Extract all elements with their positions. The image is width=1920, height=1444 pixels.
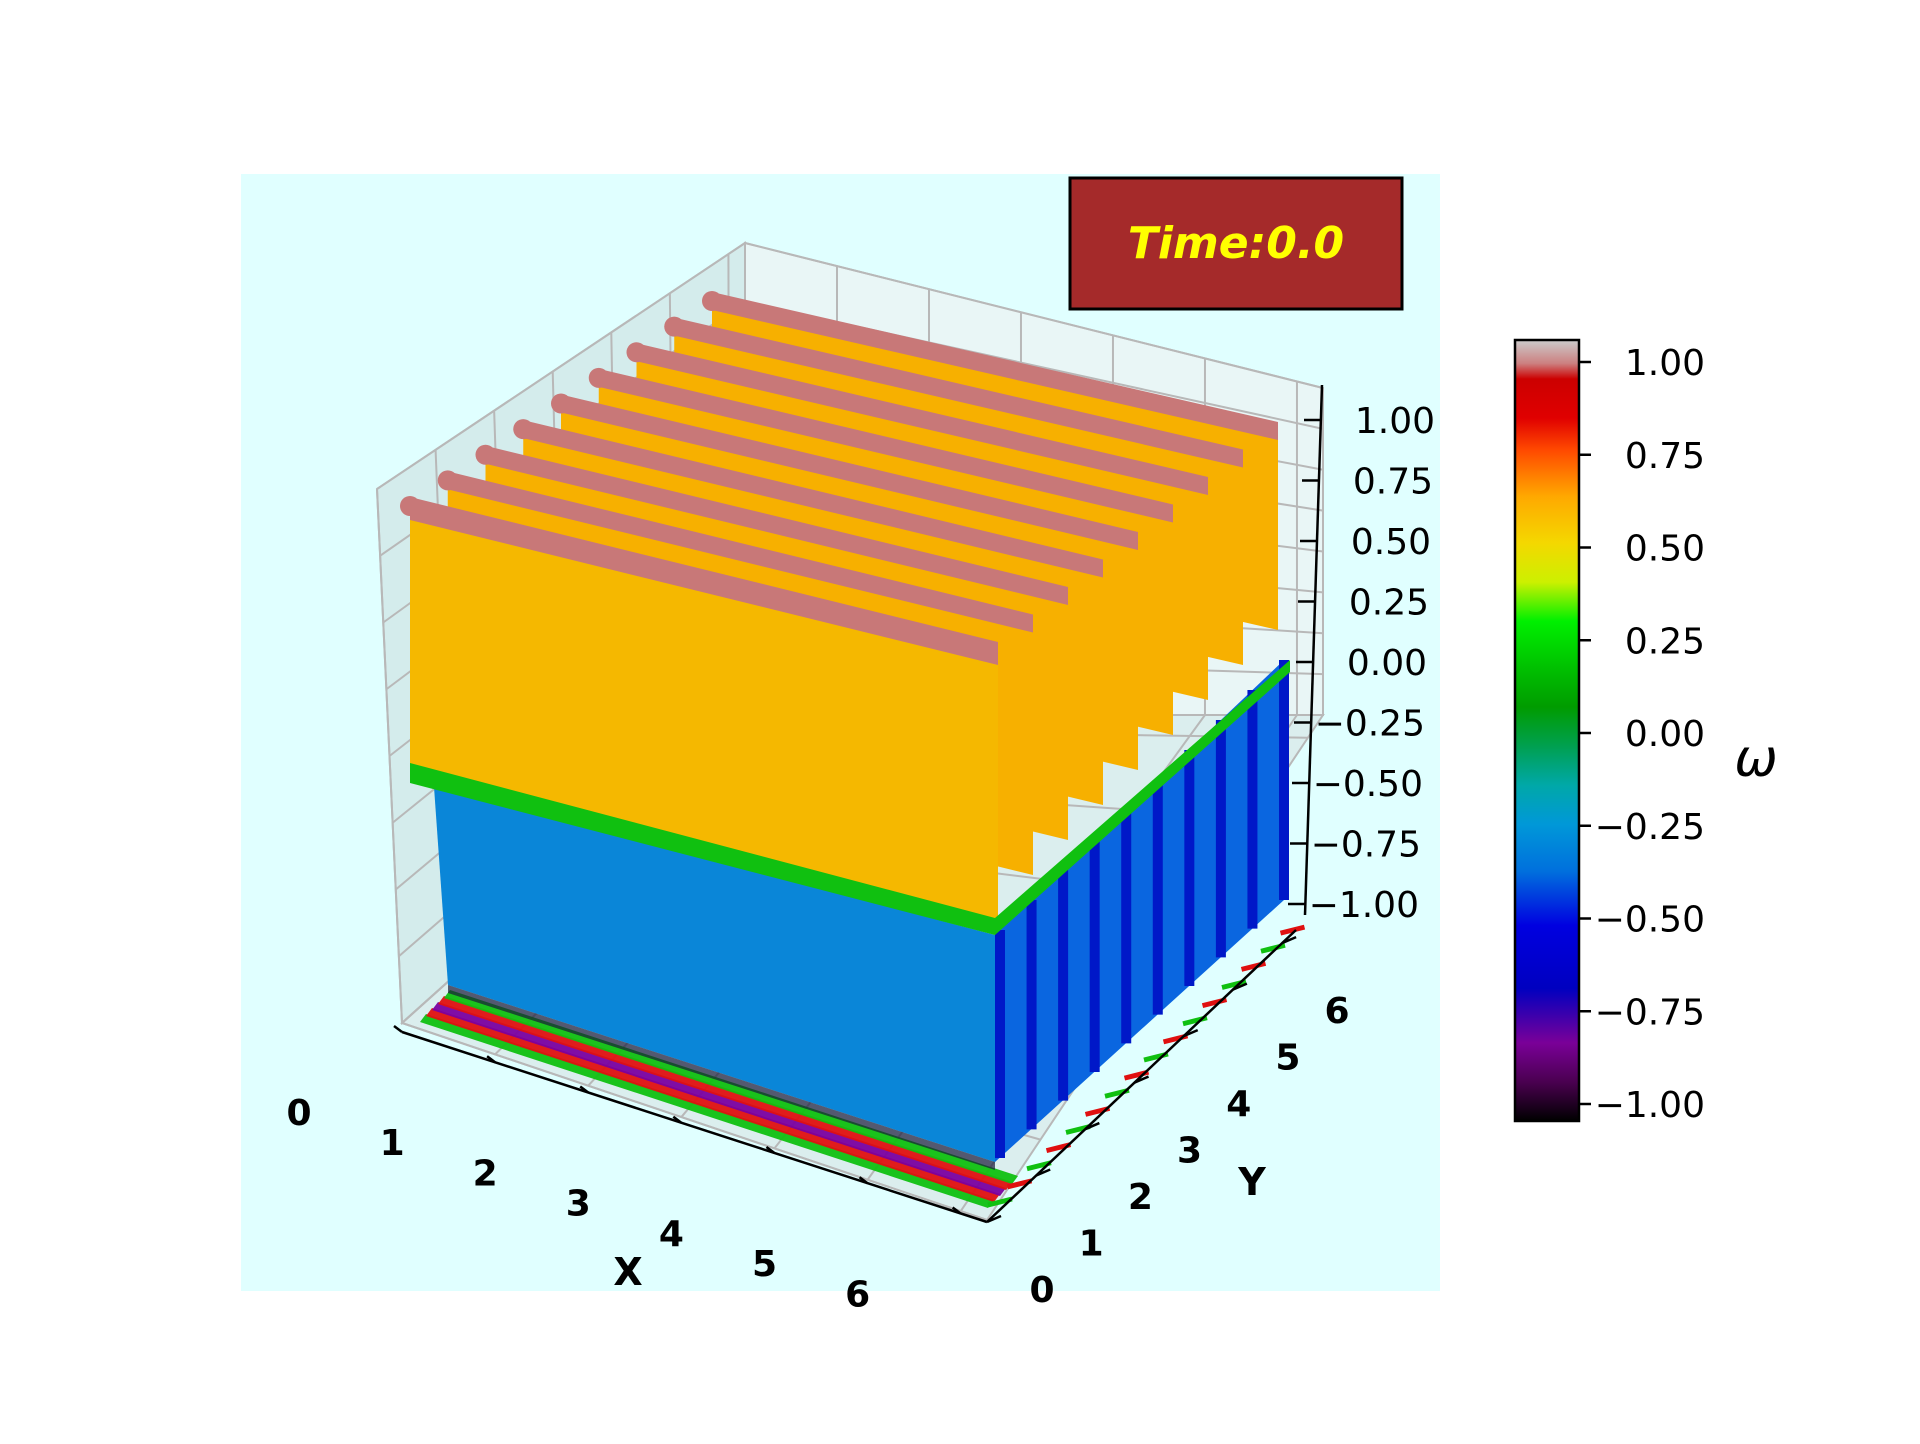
- ridge-top: [447, 471, 1033, 633]
- x-tick-mark: [393, 1025, 403, 1033]
- x-tick-label: 0: [286, 1093, 311, 1134]
- colorbar-tick-label: 0.50: [1625, 529, 1705, 570]
- colorbar-tick-label: 0.25: [1625, 621, 1705, 662]
- colorbar-label: ω: [1734, 729, 1778, 789]
- z-tick-label: 0.50: [1351, 522, 1431, 563]
- green-band: [410, 660, 1290, 935]
- y-tick-label: 1: [1079, 1224, 1104, 1265]
- ridge-end: [702, 291, 722, 311]
- x-axis-label: X: [613, 1250, 642, 1294]
- y-tick-label: 6: [1325, 991, 1350, 1032]
- z-tick-label: −1.00: [1309, 885, 1419, 926]
- colorbar-tick-label: −1.00: [1595, 1085, 1705, 1126]
- z-tick-label: 0.75: [1353, 462, 1433, 503]
- ridge-top: [674, 317, 1243, 468]
- gridline-back-z: [744, 242, 1324, 389]
- time-annotation-box: [1068, 176, 1404, 311]
- y-tick-mark: [1035, 1168, 1051, 1177]
- ridge-end: [664, 316, 685, 337]
- z-tick-label: 0.25: [1349, 583, 1429, 624]
- floor-stripe: [444, 990, 1018, 1184]
- x-tick-mark: [579, 1085, 589, 1094]
- ridge-top: [598, 368, 1173, 523]
- y-tick-mark: [1232, 982, 1248, 991]
- z-tick-label: −0.25: [1315, 704, 1425, 745]
- y-tick-mark: [1281, 936, 1297, 945]
- ridge-top: [561, 394, 1138, 550]
- floor-edge-stripe: [1260, 942, 1286, 954]
- y-tick-label: 4: [1226, 1084, 1251, 1125]
- y-tick-mark: [1183, 1028, 1199, 1038]
- colorbar: [1513, 338, 1581, 1123]
- floor-edge-stripe: [1006, 1178, 1033, 1190]
- colorbar-ticks: 1.00 0.75 0.50 0.25 0.00 −0.25 −0.50 −0.75 −1.00: [1579, 343, 1705, 1126]
- floor-stripe: [420, 1014, 994, 1208]
- colorbar-tick-label: −0.25: [1595, 807, 1705, 848]
- plateau-front-overlay: [410, 520, 998, 930]
- surface: [400, 291, 1290, 1170]
- x-tick-mark: [486, 1055, 496, 1064]
- x-axis-line: [401, 1030, 988, 1224]
- z-tick-label: 1.00: [1355, 401, 1435, 442]
- x-tick-mark: [765, 1145, 776, 1154]
- ridge-end: [626, 342, 647, 363]
- y-tick-label: 3: [1177, 1131, 1202, 1172]
- x-tick-label: 2: [473, 1153, 498, 1194]
- z-tick-label: 0.00: [1347, 643, 1427, 684]
- ridge-end: [437, 470, 458, 491]
- colorbar-tick-label: 0.00: [1625, 714, 1705, 755]
- y-tick-mark: [986, 1214, 1002, 1224]
- floor-edge-stripe: [1240, 960, 1267, 972]
- y-axis-label: Y: [1237, 1160, 1266, 1204]
- colorbar-tick-label: −0.50: [1595, 900, 1705, 941]
- floor-edge-stripe: [1279, 924, 1306, 936]
- y-tick-label: 0: [1029, 1270, 1054, 1311]
- ridge-top: [485, 445, 1068, 605]
- ridge-top: [712, 292, 1278, 440]
- floor-stripes: [420, 924, 1306, 1208]
- y-tick-label: 2: [1128, 1177, 1153, 1218]
- x-tick-mark: [672, 1115, 683, 1124]
- ridge-top: [523, 420, 1103, 578]
- lower-base-edge: [448, 985, 995, 1170]
- z-tick-label: −0.50: [1313, 764, 1423, 805]
- gridline-floor-y: [401, 1022, 988, 1221]
- x-tick-label: 6: [845, 1274, 870, 1315]
- y-tick-mark: [1134, 1075, 1150, 1084]
- x-tick-label: 5: [752, 1244, 777, 1285]
- colorbar-tick-label: 1.00: [1625, 343, 1705, 384]
- x-tick-label: 4: [659, 1214, 684, 1255]
- colorbar-tick-label: −0.75: [1595, 992, 1705, 1033]
- floor-edge-stripe: [987, 1196, 1013, 1208]
- ridge-end: [588, 367, 609, 388]
- z-ticks: 1.00 0.75 0.50 0.25 0.00 −0.25 −0.50 −0.75 −1.00: [1288, 401, 1435, 926]
- ridge-end: [551, 393, 571, 414]
- lower-front-face: [434, 787, 995, 1162]
- z-axis-line: [1303, 384, 1324, 916]
- time-annotation: Time:0.0: [1128, 218, 1344, 269]
- floor-stripe: [438, 996, 1012, 1190]
- x-tick-label: 1: [380, 1123, 405, 1164]
- x-tick-label: 3: [566, 1184, 591, 1225]
- y-tick-mark: [1084, 1121, 1100, 1131]
- y-tick-label: 5: [1275, 1038, 1300, 1079]
- floor-stripe: [426, 1008, 1000, 1202]
- z-tick-label: −0.75: [1311, 825, 1421, 866]
- x-tick-mark: [951, 1206, 962, 1215]
- floor-stripe: [432, 1002, 1006, 1196]
- x-ticks: 0 1 2 3 4 5 6: [286, 1025, 962, 1315]
- ridge-end: [513, 419, 534, 440]
- ridge-top: [636, 343, 1208, 495]
- gridline-left-z: [376, 242, 746, 490]
- colorbar-tick-label: 0.75: [1625, 436, 1705, 477]
- ridge-end: [475, 444, 496, 465]
- x-tick-mark: [858, 1176, 869, 1185]
- front-ridge-top: [410, 500, 998, 665]
